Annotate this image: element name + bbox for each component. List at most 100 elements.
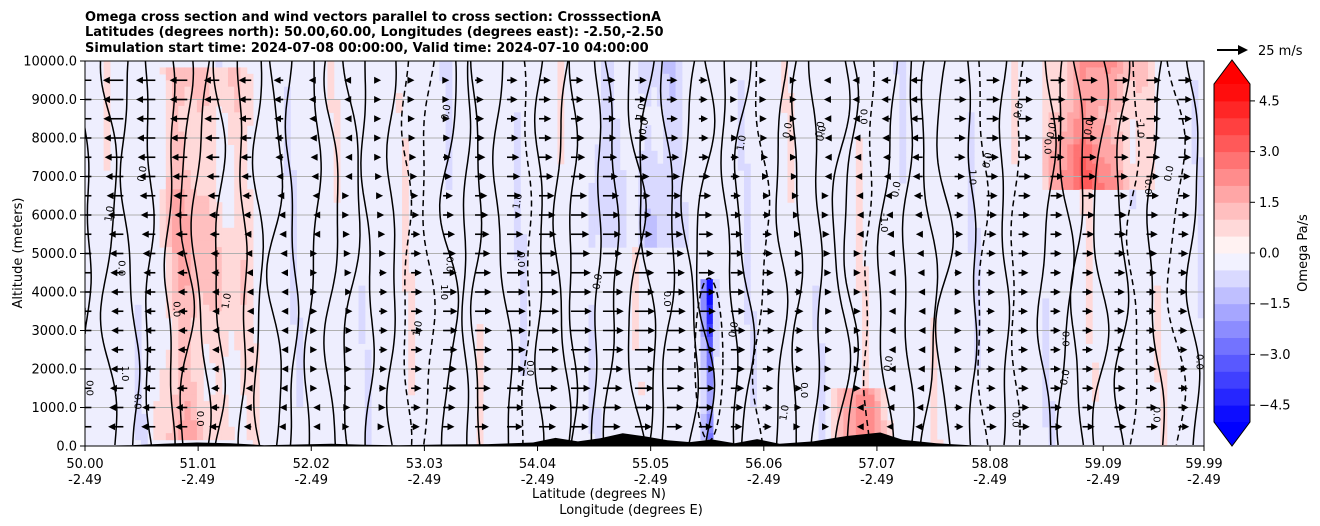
omega-cell	[1085, 202, 1093, 210]
omega-cell	[196, 93, 204, 101]
omega-cell	[165, 163, 173, 171]
omega-cell	[1197, 266, 1204, 274]
omega-cell	[1061, 125, 1068, 133]
wind-vector-head	[825, 327, 833, 334]
contour-line	[790, 61, 804, 445]
omega-cell	[1054, 157, 1062, 165]
omega-cell	[1197, 182, 1204, 190]
wind-vector-head	[584, 288, 592, 296]
wind-vector-head	[1154, 76, 1162, 84]
omega-cell	[1092, 138, 1099, 146]
wind-vector-head	[407, 96, 415, 103]
wind-vector-head	[882, 134, 890, 142]
omega-cell	[1011, 157, 1019, 165]
omega-cell	[190, 356, 198, 364]
wind-vector-head	[415, 327, 423, 334]
omega-cell	[588, 317, 596, 325]
omega-cell	[663, 112, 670, 120]
contour-label: 0.0	[782, 122, 796, 140]
omega-cell	[1154, 317, 1162, 325]
omega-cell	[1079, 150, 1087, 158]
wind-vector-head	[614, 404, 622, 411]
omega-cell	[1135, 157, 1143, 165]
omega-cell	[1042, 73, 1050, 81]
x-tick-label-longitude: -2.49	[973, 473, 1007, 488]
omega-cell	[650, 182, 658, 190]
omega-cell	[855, 221, 863, 229]
omega-cell	[215, 266, 223, 274]
omega-cell	[1085, 93, 1093, 101]
omega-cell	[1098, 80, 1106, 88]
omega-cell	[712, 292, 720, 300]
omega-cell	[184, 407, 192, 415]
wind-vector-head	[1020, 327, 1028, 334]
omega-cell	[1073, 144, 1081, 152]
omega-cell	[165, 369, 173, 377]
wind-vector-head	[1085, 346, 1093, 354]
wind-vector-head	[413, 230, 421, 238]
omega-cell	[874, 401, 882, 409]
omega-cell	[190, 99, 198, 107]
omega-cell	[246, 336, 254, 344]
omega-cell	[1079, 61, 1087, 69]
wind-vector-head	[639, 76, 647, 84]
omega-cell	[246, 324, 254, 332]
wind-vector-head	[759, 76, 767, 84]
omega-cell	[178, 93, 186, 101]
omega-cell	[1129, 182, 1137, 190]
omega-cell	[1042, 381, 1050, 389]
wind-vector-head	[552, 346, 560, 354]
omega-cell	[1073, 99, 1081, 107]
omega-cell	[240, 349, 248, 357]
omega-cell	[855, 202, 863, 210]
omega-cell	[408, 343, 416, 351]
wind-vector-head	[616, 346, 624, 354]
omega-cell	[650, 227, 658, 235]
omega-cell	[1067, 86, 1075, 94]
wind-vector-head	[1085, 307, 1093, 315]
omega-cell	[190, 330, 198, 338]
wind-vector-head	[918, 346, 926, 354]
omega-cell	[656, 99, 664, 107]
omega-cell	[619, 195, 627, 203]
omega-cell	[172, 369, 179, 377]
omega-cell	[619, 215, 627, 223]
omega-cell	[1141, 163, 1149, 171]
wind-vector-head	[173, 192, 181, 200]
omega-cell	[669, 86, 677, 94]
omega-cell	[445, 80, 453, 88]
omega-cell	[172, 221, 179, 229]
omega-cell	[862, 266, 869, 274]
omega-cell	[1135, 105, 1143, 113]
wind-vector-head	[546, 173, 554, 180]
wind-vector-head	[102, 76, 110, 84]
contour-line	[163, 61, 176, 446]
omega-cell	[227, 234, 235, 242]
omega-cell	[1116, 112, 1124, 120]
omega-cell	[669, 202, 677, 210]
wind-vector-head	[170, 115, 178, 123]
omega-cell	[234, 86, 242, 94]
omega-cell	[737, 125, 745, 133]
omega-cell	[1141, 131, 1149, 139]
omega-cell	[899, 73, 907, 81]
wind-vector-head	[77, 385, 84, 392]
wind-vector-head	[1153, 153, 1161, 161]
wind-vector-head	[549, 423, 557, 431]
wind-vector-head	[1053, 288, 1061, 296]
wind-vector-head	[244, 404, 252, 411]
wind-vector-head	[408, 134, 416, 142]
omega-cell	[134, 369, 142, 377]
omega-cell	[632, 311, 639, 319]
wind-vector-head	[1089, 173, 1097, 180]
omega-cell	[1098, 150, 1106, 158]
omega-cell	[1141, 61, 1149, 69]
omega-cell	[1123, 157, 1130, 165]
omega-cell	[675, 67, 683, 75]
wind-vector-head	[706, 404, 714, 411]
omega-cell	[513, 170, 521, 178]
omega-cell	[234, 208, 242, 216]
contour-label: 1.0	[735, 134, 749, 152]
omega-cell	[203, 202, 210, 210]
omega-cell	[613, 215, 621, 223]
